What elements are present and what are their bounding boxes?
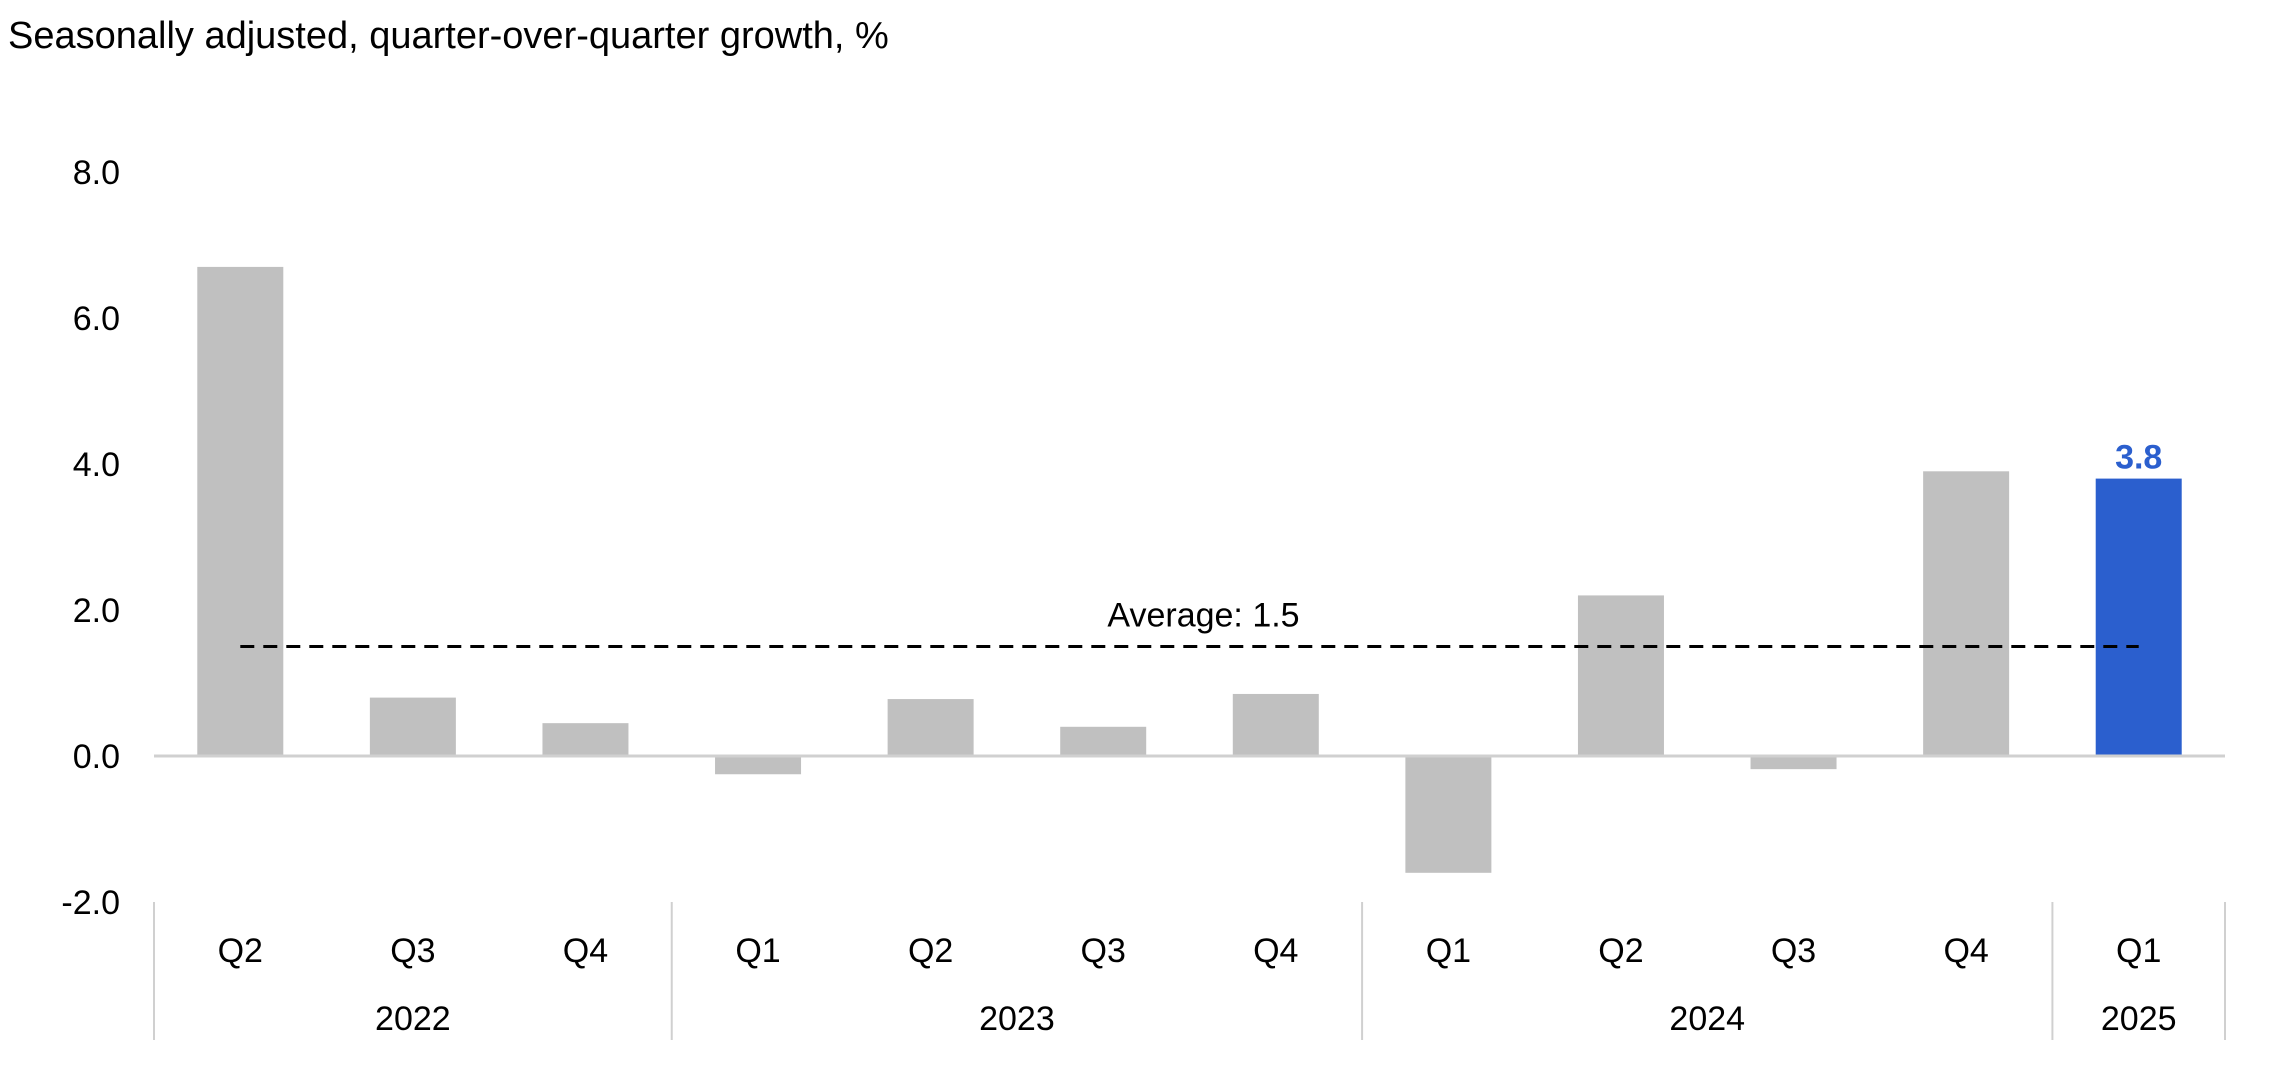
y-tick-label: 2.0 bbox=[73, 592, 120, 630]
bar bbox=[542, 723, 629, 756]
y-tick-label: 6.0 bbox=[73, 300, 120, 338]
x-tick-label: Q2 bbox=[218, 932, 263, 970]
x-tick-label: Q3 bbox=[1081, 932, 1126, 970]
bar bbox=[1577, 595, 1664, 756]
y-tick-label: 8.0 bbox=[73, 154, 120, 192]
bar-data-label: 3.8 bbox=[2115, 439, 2162, 477]
bar bbox=[1405, 756, 1492, 873]
bar bbox=[369, 697, 456, 756]
x-tick-label: Q4 bbox=[563, 932, 608, 970]
bar bbox=[1923, 471, 2010, 756]
y-tick-label: 4.0 bbox=[73, 446, 120, 484]
average-label: Average: 1.5 bbox=[1107, 597, 1299, 635]
bar bbox=[1060, 726, 1147, 756]
bar bbox=[197, 266, 284, 756]
y-tick-label: -2.0 bbox=[61, 884, 120, 922]
x-tick-label: Q2 bbox=[908, 932, 953, 970]
x-tick-label: Q2 bbox=[1598, 932, 1643, 970]
y-tick-label: 0.0 bbox=[73, 738, 120, 776]
year-group-label: 2024 bbox=[1669, 1000, 1745, 1038]
x-tick-label: Q4 bbox=[1253, 932, 1298, 970]
x-tick-label: Q1 bbox=[1426, 932, 1471, 970]
x-tick-label: Q1 bbox=[2116, 932, 2161, 970]
bar bbox=[887, 699, 974, 756]
bar bbox=[715, 756, 802, 775]
x-tick-label: Q3 bbox=[1771, 932, 1816, 970]
year-group-label: 2025 bbox=[2101, 1000, 2177, 1038]
x-tick-label: Q1 bbox=[735, 932, 780, 970]
bar bbox=[1750, 756, 1837, 770]
x-tick-label: Q4 bbox=[1943, 932, 1988, 970]
bars: 3.8 bbox=[197, 266, 2182, 873]
chart-title: Seasonally adjusted, quarter-over-quarte… bbox=[8, 15, 889, 57]
y-axis: 8.0 6.0 4.0 2.0 0.0 -2.0 bbox=[61, 154, 120, 922]
x-axis: Q2 Q3 Q4 Q1 Q2 Q3 Q4 Q1 Q2 Q3 Q4 Q1 2022 2023 2024 2025 bbox=[153, 902, 2226, 1040]
bar bbox=[1232, 693, 1319, 756]
year-group-label: 2022 bbox=[375, 1000, 451, 1038]
average-line-group: Average: 1.5 bbox=[240, 597, 2139, 648]
x-tick-label: Q3 bbox=[390, 932, 435, 970]
bar-highlighted bbox=[2095, 478, 2182, 756]
year-group-label: 2023 bbox=[979, 1000, 1055, 1038]
